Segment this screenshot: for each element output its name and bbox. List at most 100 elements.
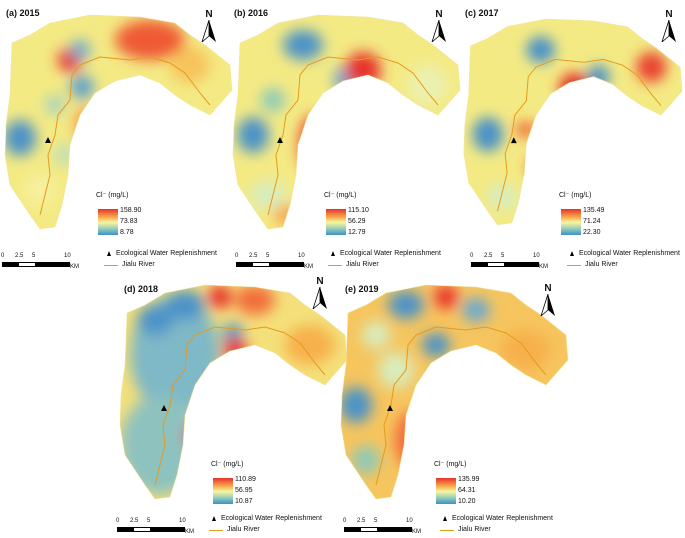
legend-max: 135.49	[583, 207, 605, 214]
legend-color-ramp	[98, 209, 118, 235]
legend-river: Jialu River	[346, 261, 379, 268]
north-label: N	[665, 9, 673, 20]
legend-min: 10.20	[458, 498, 476, 505]
chloride-map-2017	[463, 18, 683, 226]
scale-tick-0: 0	[116, 518, 120, 524]
north-arrow: N	[661, 9, 677, 43]
scale-unit: KM	[412, 529, 421, 535]
scale-tick-5: 5	[501, 253, 505, 259]
scale-bar-graphic	[471, 262, 539, 267]
scale-tick-10: 10	[533, 253, 540, 259]
legend-title: Cl⁻ (mg/L)	[434, 461, 467, 468]
legend-color-ramp	[326, 209, 346, 235]
scale-unit: KM	[539, 264, 548, 270]
chloride-map-2016	[232, 14, 461, 230]
legend-mid: 71.24	[583, 218, 601, 225]
panel-title: (e) 2019	[345, 284, 379, 294]
river-line-icon	[440, 530, 454, 531]
replenishment-site-marker	[387, 405, 393, 411]
legend-min: 10.87	[235, 498, 253, 505]
north-arrow: N	[312, 276, 328, 310]
legend: Cl⁻ (mg/L) 158.90 73.83 8.78	[96, 191, 226, 261]
scale-tick-10: 10	[64, 253, 71, 259]
panel-title: (d) 2018	[124, 284, 159, 294]
replenishment-site-marker	[161, 405, 167, 411]
legend-title: Cl⁻ (mg/L)	[559, 192, 592, 199]
scale-tick-2.5: 2.5	[15, 253, 24, 259]
north-label: N	[205, 9, 213, 20]
replenishment-site-marker	[510, 137, 517, 144]
scale-tick-5: 5	[266, 253, 270, 259]
scale-bar: 0 2.5 5 10 KM	[116, 518, 207, 538]
chloride-map-2018	[119, 284, 348, 500]
legend-title: Cl⁻ (mg/L)	[211, 461, 244, 468]
scale-bar-graphic	[236, 262, 304, 267]
scale-tick-10: 10	[298, 253, 305, 259]
legend-river: Jialu River	[585, 261, 618, 268]
legend-river: Jialu River	[458, 526, 491, 533]
triangle-icon	[443, 516, 447, 521]
river-line-icon	[567, 265, 581, 266]
scale-bar: 0 2.5 5 10 KM	[235, 253, 326, 273]
triangle-icon	[331, 251, 335, 256]
legend-river: Jialu River	[122, 261, 155, 268]
panel-title: (c) 2017	[465, 8, 499, 18]
legend-min: 8.78	[120, 229, 134, 236]
scale-tick-5: 5	[147, 518, 151, 524]
scale-tick-2.5: 2.5	[130, 518, 139, 524]
legend-mid: 56.95	[235, 487, 253, 494]
legend: Cl⁻ (mg/L) 135.49 71.24 22.30	[559, 191, 679, 261]
scale-tick-5: 5	[374, 518, 378, 524]
triangle-icon	[570, 251, 574, 256]
scale-tick-2.5: 2.5	[484, 253, 493, 259]
legend-min: 22.30	[583, 229, 601, 236]
north-arrow: N	[540, 283, 556, 317]
scale-tick-5: 5	[32, 253, 36, 259]
legend-max: 110.89	[235, 476, 256, 483]
panel-2016: (b) 2016 N Cl⁻ (mg/L) 115.10 56.29 12.79…	[228, 5, 463, 275]
panel-2015: (a) 2015 N Cl⁻ (mg/L) 158.90 73.83 8.78 …	[0, 5, 235, 275]
scale-tick-10: 10	[179, 518, 186, 524]
north-arrow: N	[201, 9, 217, 43]
panel-2017: (c) 2017 N Cl⁻ (mg/L) 135.49 71.24 22.30…	[459, 5, 685, 275]
panel-2019: (e) 2019 N Cl⁻ (mg/L) 135.99 64.31 10.20…	[336, 270, 571, 535]
replenishment-site-marker	[277, 137, 283, 143]
legend: Cl⁻ (mg/L) 115.10 56.29 12.79	[324, 191, 454, 261]
legend-color-ramp	[213, 478, 233, 504]
legend-max: 115.10	[348, 207, 369, 214]
triangle-icon	[212, 516, 216, 521]
legend-replenishment: Ecological Water Replenishment	[221, 515, 322, 522]
panel-title: (b) 2016	[234, 8, 269, 18]
north-arrow: N	[431, 9, 447, 43]
legend-replenishment: Ecological Water Replenishment	[116, 250, 217, 257]
legend-min: 12.79	[348, 229, 366, 236]
scale-tick-0: 0	[1, 253, 5, 259]
chloride-map-2019	[340, 284, 569, 500]
scale-bar-graphic	[2, 262, 70, 267]
legend-max: 135.99	[458, 476, 480, 483]
scale-tick-0: 0	[470, 253, 474, 259]
panel-title: (a) 2015	[6, 8, 40, 18]
panel-2018: (d) 2018 N Cl⁻ (mg/L) 110.89 56.95 10.87…	[115, 270, 350, 535]
legend-river: Jialu River	[227, 526, 260, 533]
legend-mid: 64.31	[458, 487, 476, 494]
scale-tick-10: 10	[406, 518, 413, 524]
scale-bar: 0 2.5 5 10 KM	[1, 253, 92, 273]
scale-bar-graphic	[344, 527, 412, 532]
legend: Cl⁻ (mg/L) 110.89 56.95 10.87	[211, 460, 341, 530]
river-line-icon	[104, 265, 118, 266]
river-line-icon	[209, 530, 223, 531]
scale-unit: KM	[185, 529, 194, 535]
scale-bar: 0 2.5 5 10 KM	[343, 518, 434, 538]
triangle-icon	[107, 251, 111, 256]
legend-mid: 56.29	[348, 218, 366, 225]
legend-color-ramp	[561, 209, 581, 235]
north-label: N	[544, 283, 552, 294]
legend: Cl⁻ (mg/L) 135.99 64.31 10.20	[434, 460, 564, 530]
scale-bar-graphic	[117, 527, 185, 532]
chloride-map-2015	[4, 14, 233, 230]
legend-mid: 73.83	[120, 218, 138, 225]
north-label: N	[316, 276, 324, 287]
river-line-icon	[328, 265, 342, 266]
scale-unit: KM	[304, 264, 313, 270]
